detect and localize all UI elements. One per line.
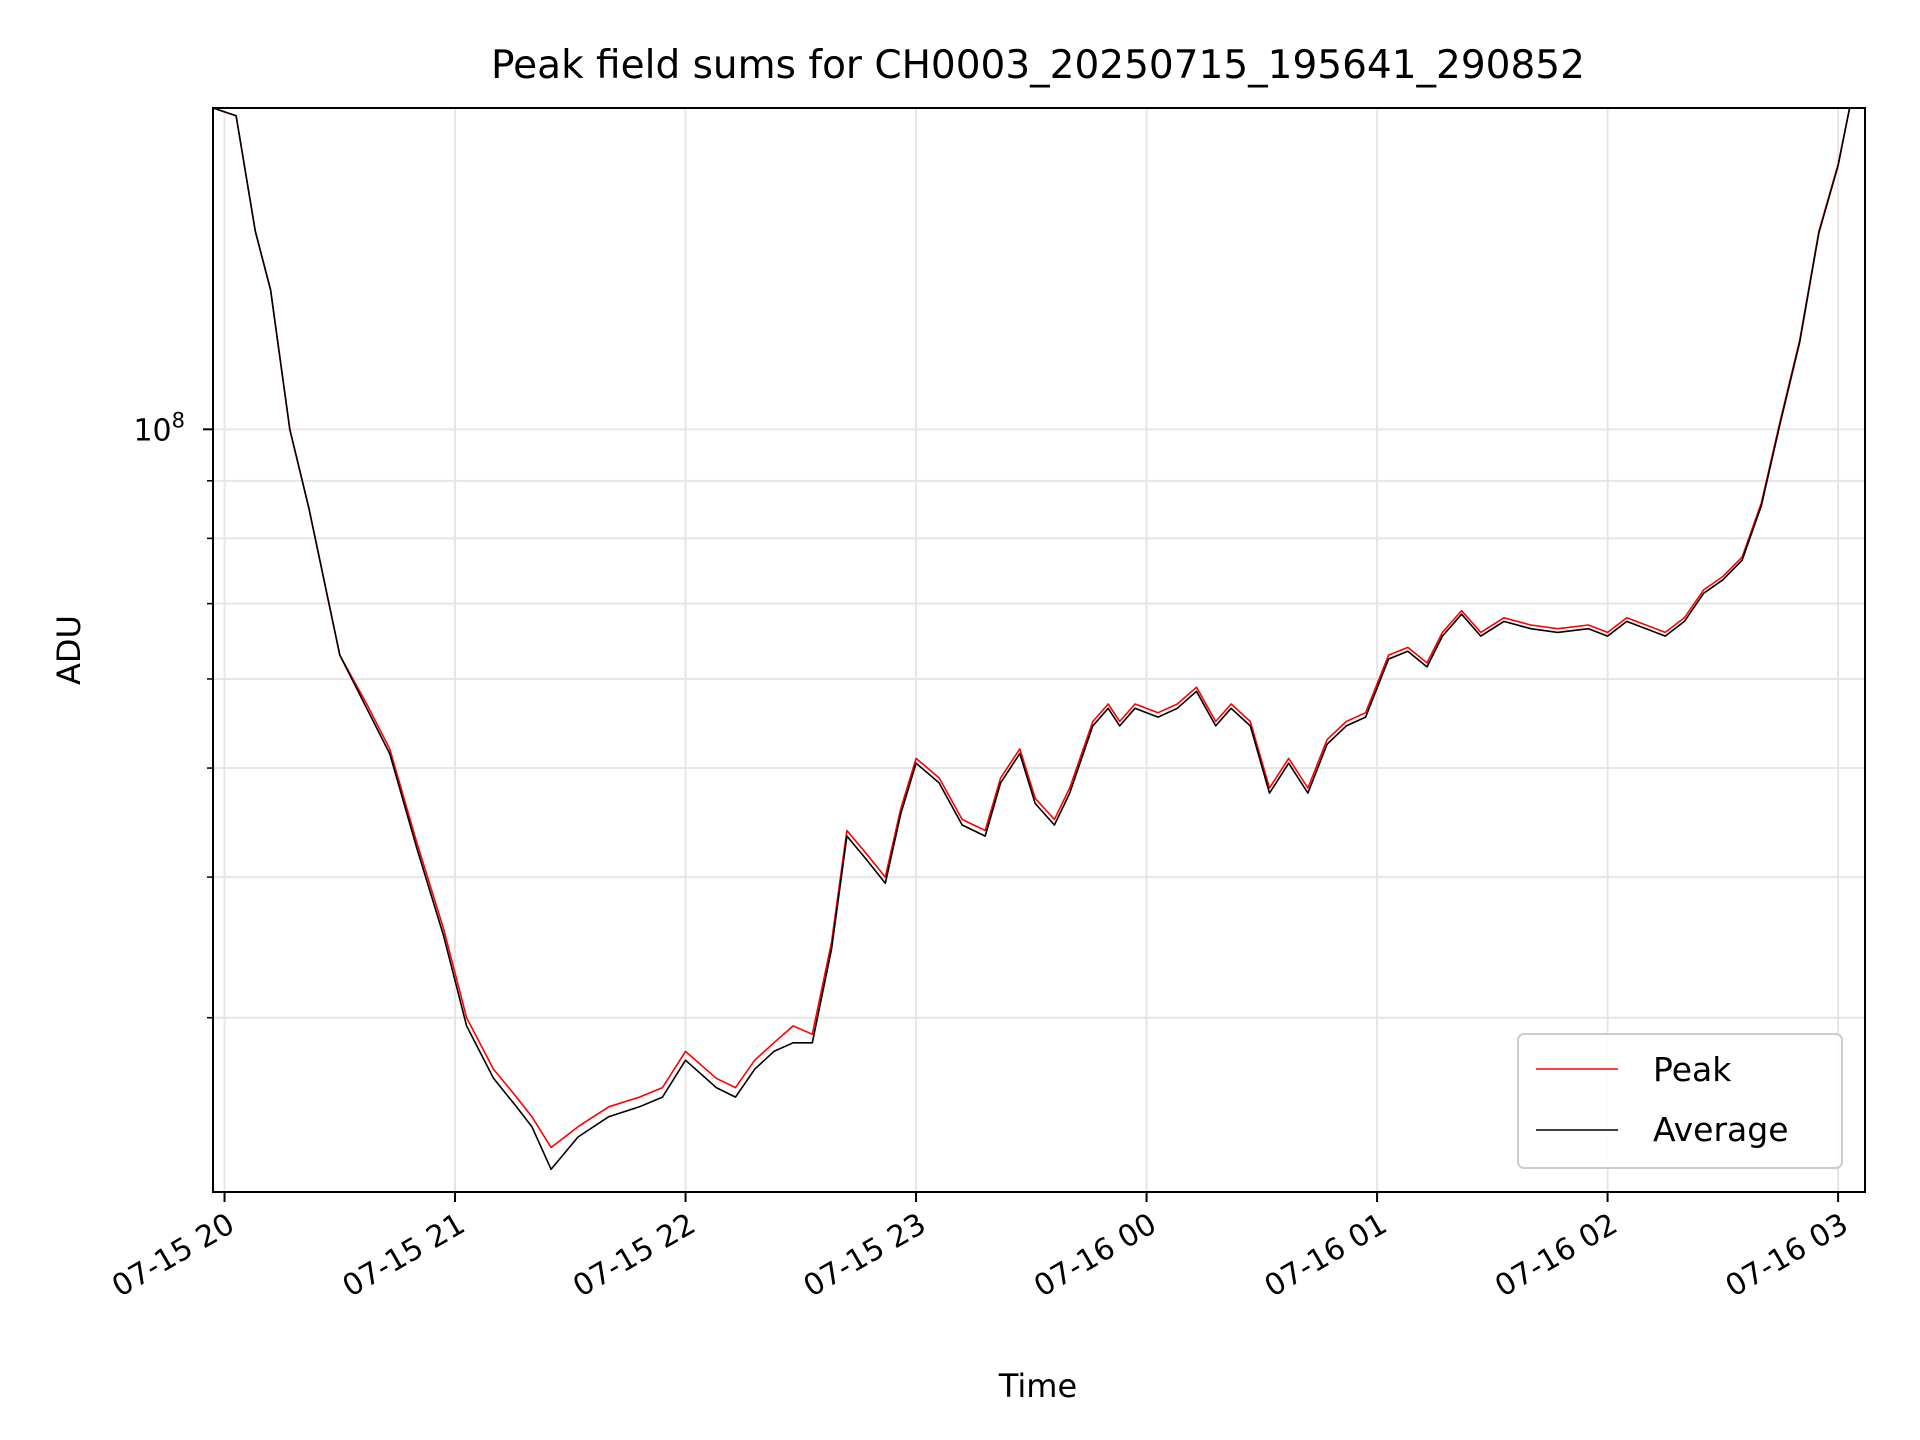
grid-layer [213, 108, 1865, 1192]
y-axis: 108 [133, 408, 213, 1019]
plot-area-frame [212, 107, 1866, 1193]
legend: Peak Average [1517, 1033, 1843, 1169]
chart-title: Peak field sums for CH0003_20250715_1956… [491, 43, 1585, 88]
series-line-average [212, 107, 1865, 1171]
x-axis-label: Time [998, 1367, 1077, 1405]
y-tick-label: 108 [133, 408, 185, 448]
lines-layer [212, 107, 1865, 1171]
legend-box [1517, 1033, 1843, 1169]
legend-peak-label: Peak [1653, 1050, 1732, 1089]
y-axis-label: ADU [50, 615, 88, 685]
series-line-peak [212, 107, 1865, 1149]
legend-average-label: Average [1653, 1110, 1789, 1149]
